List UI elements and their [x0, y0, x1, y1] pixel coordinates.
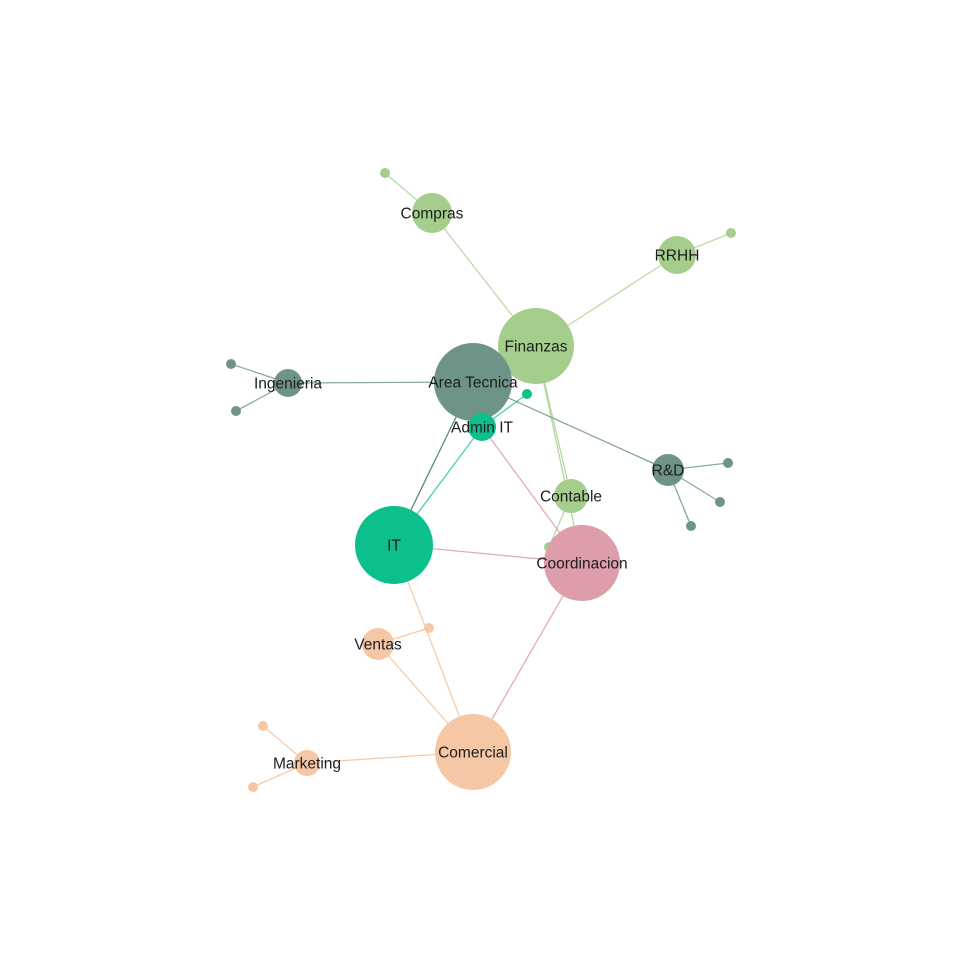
node-area-tecnica[interactable]	[434, 343, 512, 421]
node-rd-leaf-1[interactable]	[723, 458, 733, 468]
node-rrhh[interactable]	[658, 236, 696, 274]
node-contable[interactable]	[554, 479, 588, 513]
node-ing-leaf-2[interactable]	[231, 406, 241, 416]
node-ingenieria[interactable]	[274, 369, 302, 397]
node-mkt-leaf-1[interactable]	[258, 721, 268, 731]
node-compras-leaf[interactable]	[380, 168, 390, 178]
node-rrhh-leaf[interactable]	[726, 228, 736, 238]
node-mkt-leaf-2[interactable]	[248, 782, 258, 792]
node-ing-leaf-1[interactable]	[226, 359, 236, 369]
node-coordinacion[interactable]	[544, 525, 620, 601]
node-compras[interactable]	[412, 193, 452, 233]
node-admin-dot[interactable]	[522, 389, 532, 399]
node-rd[interactable]	[652, 454, 684, 486]
node-marketing[interactable]	[294, 750, 320, 776]
node-it[interactable]	[355, 506, 433, 584]
node-rd-leaf-3[interactable]	[686, 521, 696, 531]
node-finanzas[interactable]	[498, 308, 574, 384]
node-comercial[interactable]	[435, 714, 511, 790]
node-admin-it[interactable]	[468, 413, 496, 441]
node-ventas-dot[interactable]	[424, 623, 434, 633]
nodes-layer	[226, 168, 736, 792]
node-rd-leaf-2[interactable]	[715, 497, 725, 507]
node-ventas[interactable]	[362, 628, 394, 660]
